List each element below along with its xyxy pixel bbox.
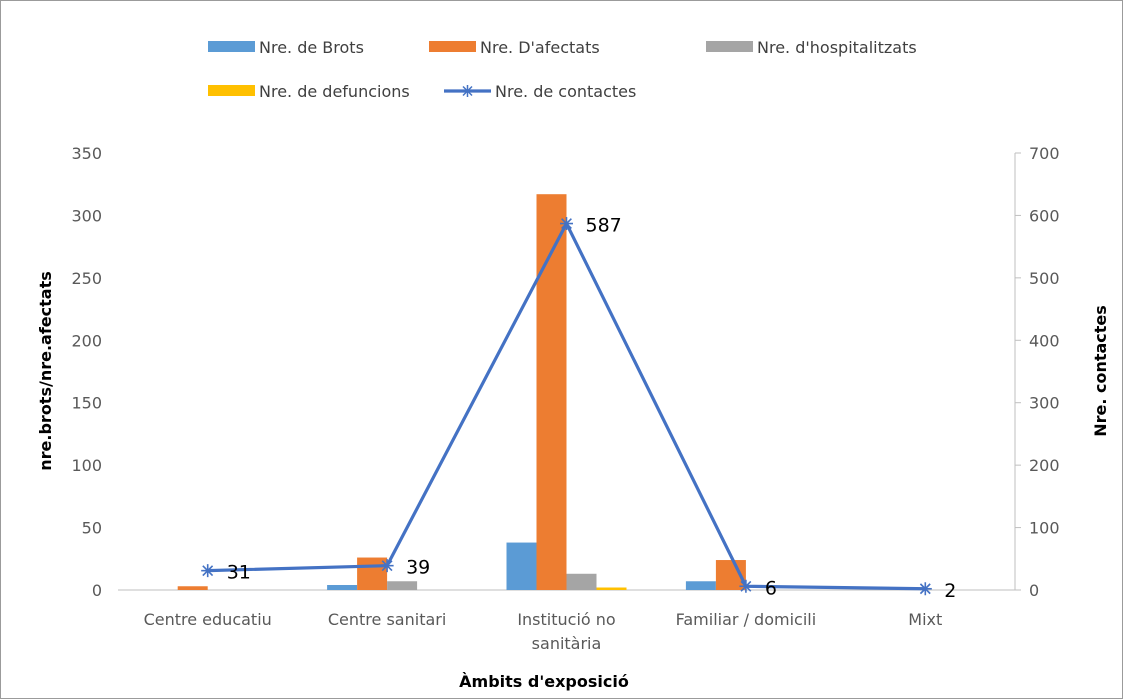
- data-label: 31: [227, 562, 251, 584]
- y-right-tick-label: 500: [1029, 269, 1060, 288]
- y-axis-right-title: Nre. contactes: [1091, 305, 1110, 437]
- data-label: 39: [406, 557, 430, 579]
- x-category-label: Centre educatiu: [144, 610, 272, 629]
- line-point-marker: [739, 579, 753, 593]
- x-category-label: Centre sanitari: [328, 610, 446, 629]
- legend-swatch: [706, 41, 753, 52]
- x-category-label: Mixt: [908, 610, 942, 629]
- legend-swatch: [208, 41, 255, 52]
- legend-item: Nre. de contactes: [444, 82, 636, 101]
- marker-stroke: [202, 565, 214, 577]
- y-left-tick-label: 200: [71, 331, 102, 350]
- y-axis-left-title: nre.brots/nre.afectats: [36, 271, 55, 470]
- chart-axes: 0 50 100 150 200 250 300 350 0 100 200 300 400 500 600…: [71, 144, 1059, 653]
- chart-bars: [177, 194, 746, 590]
- y-right-tick-label: 0: [1029, 581, 1039, 600]
- legend-item: Nre. d'hospitalitzats: [706, 38, 917, 57]
- marker-stroke: [919, 583, 931, 595]
- legend-swatch: [429, 41, 476, 52]
- y-left-tick-label: 0: [92, 581, 102, 600]
- x-category-label: sanitària: [532, 634, 602, 653]
- y-left-tick-label: 100: [71, 456, 102, 475]
- bar: [177, 586, 208, 590]
- y-right-tick-label: 100: [1029, 519, 1060, 538]
- line-point-marker: [918, 582, 932, 596]
- legend-swatch: [208, 85, 255, 96]
- y-right-tick-label: 600: [1029, 206, 1060, 225]
- bar: [566, 573, 597, 590]
- x-axis-title: Àmbits d'exposició: [459, 672, 629, 691]
- data-label: 587: [586, 215, 622, 237]
- bar: [327, 585, 358, 590]
- legend-label: Nre. d'hospitalitzats: [757, 38, 917, 57]
- bar: [387, 581, 418, 590]
- y-left-tick-label: 150: [71, 394, 102, 413]
- y-left-tick-label: 350: [71, 144, 102, 163]
- marker-stroke: [381, 560, 393, 572]
- y-left-tick-label: 250: [71, 269, 102, 288]
- y-left-tick-label: 50: [82, 519, 102, 538]
- data-label: 6: [765, 577, 777, 599]
- marker-stroke: [561, 218, 572, 229]
- y-right-tick-label: 400: [1029, 331, 1060, 350]
- legend-label: Nre. de defuncions: [259, 82, 410, 101]
- legend-label: Nre. de Brots: [259, 38, 364, 57]
- line-point-marker: [560, 217, 573, 231]
- y-right-tick-label: 300: [1029, 394, 1060, 413]
- legend-item: Nre. de defuncions: [208, 82, 410, 101]
- x-category-label: Familiar / domicili: [676, 610, 817, 629]
- data-label: 2: [944, 580, 956, 602]
- bar: [596, 587, 627, 590]
- bar: [536, 194, 567, 590]
- line-point-marker: [380, 559, 394, 573]
- line-point-marker: [201, 564, 215, 578]
- y-right-tick-label: 200: [1029, 456, 1060, 475]
- chart-labels: 31 39 587 6 2: [227, 215, 957, 602]
- y-right-tick-label: 700: [1029, 144, 1060, 163]
- bar: [685, 581, 716, 590]
- x-category-label: Institució no: [517, 610, 615, 629]
- legend-item: Nre. D'afectats: [429, 38, 600, 57]
- bar: [357, 557, 388, 590]
- bar: [506, 542, 537, 590]
- legend-marker-stroke: [462, 85, 473, 97]
- chart-line: [201, 217, 932, 596]
- marker-stroke: [740, 580, 752, 592]
- legend-label: Nre. de contactes: [495, 82, 636, 101]
- y-left-tick-label: 300: [71, 206, 102, 225]
- chart-legend: Nre. de Brots Nre. D'afectats Nre. d'hospi…: [208, 38, 917, 101]
- legend-item: Nre. de Brots: [208, 38, 364, 57]
- legend-label: Nre. D'afectats: [480, 38, 600, 57]
